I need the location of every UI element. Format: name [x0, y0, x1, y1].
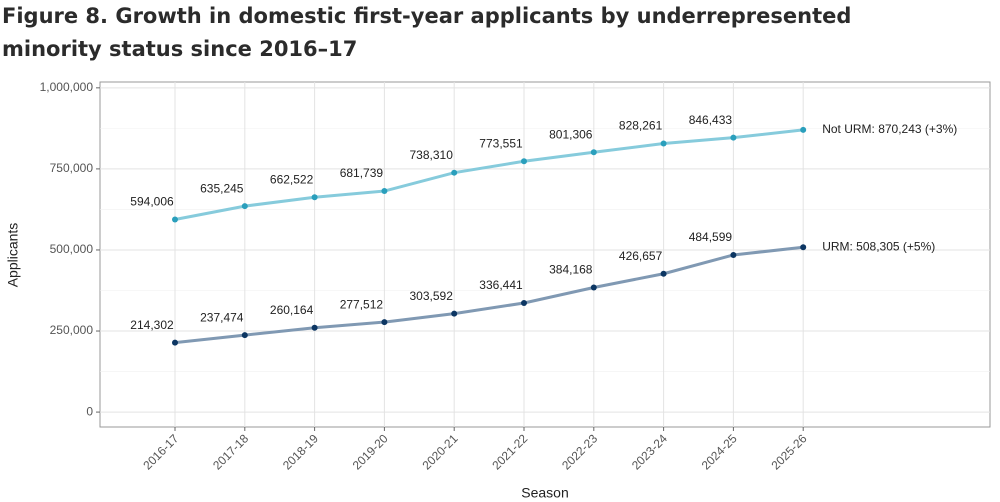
data-point: [730, 251, 737, 258]
data-label: 846,433: [689, 113, 733, 127]
chart-title: Figure 8. Growth in domestic first-year …: [2, 4, 852, 61]
x-tick-label: 2019-20: [350, 431, 391, 472]
data-point: [660, 140, 667, 147]
data-point: [730, 134, 737, 141]
data-label: 214,302: [130, 318, 174, 332]
x-tick-label: 2016-17: [140, 431, 181, 472]
data-point: [451, 169, 458, 176]
data-label: 484,599: [689, 230, 733, 244]
series-line: [174, 128, 804, 221]
x-tick-label: 2023-24: [629, 431, 670, 472]
data-label: 681,739: [340, 166, 384, 180]
y-axis-label: Applicants: [5, 223, 21, 288]
x-tick-label: 2018-19: [280, 431, 321, 472]
data-point: [590, 149, 597, 156]
data-label: 260,164: [270, 303, 314, 317]
data-point: [381, 188, 388, 195]
y-tick-label: 0: [86, 404, 93, 418]
data-label: 277,512: [340, 297, 384, 311]
data-point: [311, 324, 318, 331]
end-label: URM: 508,305 (+5%): [822, 239, 935, 253]
data-point: [800, 126, 807, 133]
data-label: 738,310: [410, 148, 454, 162]
data-label: 237,474: [200, 310, 244, 324]
data-label: 594,006: [130, 195, 174, 209]
y-tick-label: 500,000: [50, 242, 94, 256]
data-point: [172, 216, 178, 223]
x-tick-label: 2017-18: [210, 431, 251, 472]
data-label: 635,245: [200, 181, 244, 195]
y-tick-label: 1,000,000: [40, 80, 94, 94]
x-tick-label: 2021-22: [489, 431, 530, 472]
x-tick-label: 2020-21: [420, 431, 461, 472]
data-label: 426,657: [619, 249, 663, 263]
plot-panel: [99, 81, 991, 428]
y-tick-label: 750,000: [50, 161, 94, 175]
data-point: [311, 194, 318, 201]
data-label: 801,306: [549, 127, 593, 141]
data-point: [660, 270, 667, 277]
data-point: [590, 284, 597, 291]
data-point: [521, 299, 527, 306]
x-axis-label: Season: [521, 485, 568, 501]
data-point: [241, 203, 248, 210]
data-point: [451, 310, 458, 317]
data-label: 662,522: [270, 172, 314, 186]
y-tick-label: 250,000: [50, 323, 94, 337]
data-label: 828,261: [619, 119, 663, 133]
x-tick-label: 2024-25: [699, 431, 740, 472]
x-tick-label: 2022-23: [559, 431, 600, 472]
data-point: [800, 244, 807, 251]
data-point: [172, 339, 178, 346]
series-line: [174, 245, 804, 345]
x-tick-label: 2025-26: [769, 431, 810, 472]
data-point: [521, 158, 527, 165]
data-point: [241, 332, 248, 339]
data-label: 384,168: [549, 263, 593, 277]
data-label: 773,551: [479, 136, 523, 150]
data-point: [381, 319, 388, 326]
data-label: 303,592: [410, 289, 454, 303]
end-label: Not URM: 870,243 (+3%): [822, 122, 957, 136]
data-label: 336,441: [479, 278, 523, 292]
